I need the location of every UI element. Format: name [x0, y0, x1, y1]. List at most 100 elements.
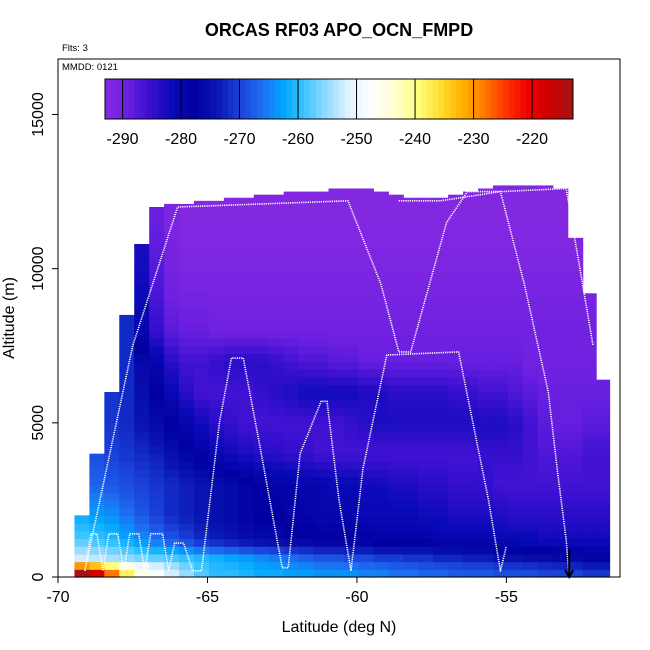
- heatmap-cell: [388, 546, 404, 555]
- heatmap-cell: [373, 199, 389, 208]
- heatmap-cell: [448, 399, 464, 409]
- heatmap-cell: [552, 245, 569, 254]
- heatmap-cell: [283, 461, 300, 470]
- heatmap-cell: [403, 438, 419, 447]
- heatmap-cell: [149, 445, 165, 455]
- heatmap-cell: [388, 268, 404, 277]
- heatmap-cell: [119, 523, 135, 532]
- heatmap-cell: [313, 484, 330, 493]
- heatmap-cell: [388, 422, 404, 432]
- heatmap-cell: [313, 207, 330, 216]
- heatmap-cell: [373, 353, 389, 362]
- heatmap-cell: [537, 546, 554, 555]
- heatmap-cell: [298, 515, 315, 524]
- heatmap-cell: [328, 291, 345, 301]
- heatmap-cell: [507, 484, 524, 493]
- heatmap-cell: [463, 322, 479, 331]
- colorbar-segment: [502, 79, 510, 119]
- heatmap-cell: [358, 230, 374, 239]
- heatmap-cell: [238, 338, 255, 347]
- heatmap-cell: [328, 492, 345, 501]
- colorbar-segment: [233, 79, 241, 119]
- heatmap-cell: [223, 376, 240, 385]
- heatmap-cell: [522, 422, 539, 432]
- heatmap-cell: [478, 299, 494, 308]
- heatmap-cell: [433, 322, 449, 331]
- heatmap-cell: [492, 230, 509, 239]
- heatmap-cell: [238, 492, 255, 501]
- heatmap-cell: [283, 338, 300, 347]
- heatmap-cell: [208, 438, 225, 447]
- heatmap-cell: [343, 499, 360, 509]
- heatmap-cell: [298, 284, 315, 293]
- heatmap-cell: [298, 253, 315, 262]
- flight-track-upper: [398, 187, 594, 346]
- heatmap-cell: [253, 407, 270, 416]
- heatmap-cell: [134, 523, 150, 532]
- heatmap-cell: [448, 222, 464, 231]
- heatmap-cell: [358, 553, 374, 563]
- colorbar-segment: [479, 79, 486, 119]
- heatmap-cell: [463, 445, 479, 455]
- heatmap-cell: [537, 392, 554, 401]
- heatmap-cell: [134, 399, 150, 409]
- heatmap-cell: [448, 530, 464, 540]
- heatmap-cell: [433, 330, 449, 339]
- heatmap-cell: [164, 538, 180, 547]
- heatmap-cell: [507, 185, 524, 193]
- heatmap-cell: [179, 422, 195, 432]
- heatmap-cell: [478, 384, 494, 393]
- heatmap-cell: [596, 469, 611, 478]
- heatmap-cell: [238, 476, 255, 486]
- heatmap-cell: [313, 345, 330, 355]
- heatmap-cell: [343, 461, 360, 470]
- heatmap-cell: [194, 523, 210, 532]
- heatmap-cell: [149, 399, 165, 409]
- heatmap-cell: [238, 561, 255, 570]
- heatmap-cell: [164, 461, 180, 470]
- heatmap-cell: [328, 330, 345, 339]
- heatmap-cell: [343, 322, 360, 331]
- heatmap-cell: [552, 469, 569, 478]
- heatmap-cell: [104, 507, 120, 516]
- heatmap-cell: [448, 207, 464, 216]
- heatmap-cell: [298, 299, 315, 308]
- heatmap-cell: [253, 476, 270, 486]
- heatmap-cell: [149, 207, 165, 216]
- heatmap-cell: [343, 253, 360, 262]
- heatmap-cell: [164, 492, 180, 501]
- heatmap-cell: [492, 384, 509, 393]
- heatmap-cell: [164, 384, 180, 393]
- heatmap-cell: [433, 476, 449, 486]
- x-tick-label: -55: [495, 589, 518, 606]
- heatmap-cell: [358, 361, 374, 370]
- heatmap-cell: [433, 376, 449, 385]
- heatmap-cell: [596, 507, 611, 516]
- heatmap-cell: [149, 430, 165, 439]
- heatmap-cell: [298, 476, 315, 486]
- heatmap-cell: [194, 322, 210, 331]
- heatmap-cell: [537, 384, 554, 393]
- heatmap-cell: [522, 484, 539, 493]
- heatmap-cell: [208, 307, 225, 316]
- heatmap-cell: [552, 307, 569, 316]
- heatmap-cell: [522, 338, 539, 347]
- heatmap-cell: [478, 523, 494, 532]
- heatmap-cell: [253, 546, 270, 555]
- heatmap-cell: [283, 284, 300, 293]
- heatmap-cell: [358, 507, 374, 516]
- heatmap-cell: [89, 561, 105, 570]
- heatmap-cell: [552, 438, 569, 447]
- heatmap-cell: [313, 237, 330, 247]
- heatmap-cell: [537, 422, 554, 432]
- heatmap-cell: [208, 422, 225, 432]
- heatmap-cell: [343, 260, 360, 270]
- heatmap-cell: [298, 445, 315, 455]
- heatmap-cell: [298, 345, 315, 355]
- heatmap-cell: [223, 553, 240, 563]
- heatmap-cell: [537, 515, 554, 524]
- heatmap-cell: [283, 507, 300, 516]
- heatmap-cell: [164, 361, 180, 370]
- heatmap-cell: [537, 330, 554, 339]
- heatmap-cell: [104, 492, 120, 501]
